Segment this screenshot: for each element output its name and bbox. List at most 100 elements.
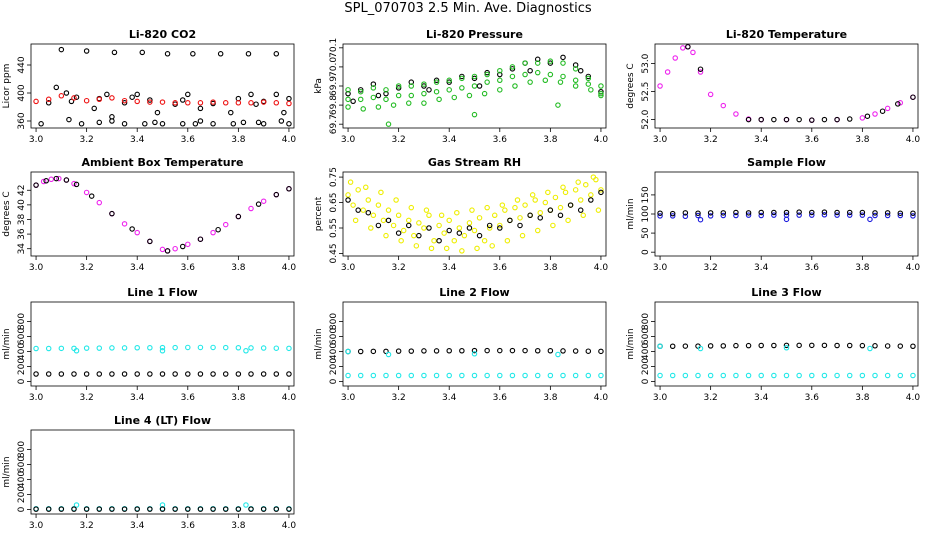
data-point [235, 344, 242, 351]
data-point [562, 189, 569, 196]
data-point [446, 217, 452, 224]
y-tick-label: 0 [17, 378, 27, 384]
data-point [783, 216, 790, 223]
data-point [109, 210, 115, 217]
data-point [514, 197, 521, 203]
x-tick-label: 3.8 [231, 135, 246, 145]
data-point [682, 372, 689, 379]
x-tick-label: 3.2 [79, 521, 93, 531]
x-tick-label: 4.0 [282, 135, 297, 145]
data-point [590, 174, 597, 180]
data-point [745, 210, 752, 216]
series-red [33, 93, 292, 107]
data-point [783, 342, 790, 349]
data-point [58, 506, 65, 512]
data-point [45, 506, 52, 512]
x-tick-label: 3.8 [543, 263, 558, 273]
y-axis-label: ml/min [626, 198, 636, 229]
data-point [222, 506, 229, 512]
y-tick-label: 52.0 [641, 109, 651, 129]
data-point [897, 372, 904, 379]
x-tick-label: 3.6 [181, 521, 196, 531]
data-point [383, 96, 389, 103]
data-point [446, 87, 452, 93]
data-point [471, 372, 478, 379]
data-point [657, 210, 663, 216]
data-point [534, 372, 541, 379]
data-point [459, 248, 465, 254]
data-point [390, 222, 397, 229]
data-point [834, 212, 840, 218]
data-point [197, 100, 204, 106]
y-tick-label: 150 [641, 186, 651, 203]
data-point [147, 97, 153, 103]
data-point [771, 212, 777, 218]
data-point [469, 207, 475, 213]
data-point [471, 73, 478, 80]
panel-title: Ambient Box Temperature [82, 156, 244, 169]
data-point [66, 116, 72, 123]
x-tick-label: 3.8 [543, 135, 558, 145]
y-tick-label: 600 [17, 456, 27, 473]
data-point [580, 212, 586, 219]
x-tick-label: 3.4 [754, 135, 769, 145]
data-point [73, 94, 80, 100]
data-point [572, 83, 579, 89]
x-tick-label: 4.0 [282, 393, 297, 403]
data-point [560, 60, 566, 66]
x-tick-label: 4.0 [282, 263, 297, 273]
data-point [598, 372, 604, 379]
x-tick-label: 4.0 [594, 263, 609, 273]
data-point [383, 87, 389, 93]
data-point [350, 98, 356, 105]
data-point [56, 175, 62, 182]
y-tick-label: 0.45 [329, 243, 339, 263]
data-point [408, 348, 415, 354]
data-point [58, 371, 65, 377]
data-point [821, 372, 828, 379]
x-tick-label: 3.4 [754, 393, 769, 403]
data-point [577, 67, 584, 74]
data-point [534, 227, 541, 234]
data-point [395, 230, 402, 236]
data-point [499, 202, 506, 208]
data-point [461, 232, 468, 239]
data-point [433, 77, 440, 84]
data-point [192, 121, 199, 127]
data-point [588, 87, 594, 93]
data-point [783, 209, 790, 216]
data-point [598, 189, 604, 196]
x-tick-label: 3.2 [703, 393, 717, 403]
data-point [210, 99, 216, 105]
data-point [872, 210, 878, 216]
series-cyan [657, 343, 916, 379]
data-point [210, 229, 216, 236]
data-point [682, 213, 689, 220]
data-point [446, 347, 452, 354]
data-point [758, 372, 764, 379]
data-point [253, 101, 259, 107]
data-point [248, 205, 254, 212]
data-point [370, 212, 377, 219]
data-point [884, 372, 891, 379]
data-point [210, 506, 216, 512]
data-point [471, 227, 478, 234]
y-tick-label: 200 [329, 358, 339, 375]
data-point [147, 99, 153, 105]
x-tick-label: 3.8 [855, 135, 870, 145]
data-point [669, 210, 676, 217]
plot-frame [342, 43, 607, 129]
data-point [129, 226, 135, 232]
data-point [534, 69, 541, 76]
data-point [695, 212, 701, 219]
data-point [557, 212, 564, 219]
data-point [577, 207, 584, 213]
data-point [228, 109, 234, 116]
data-point [159, 99, 166, 105]
data-point [547, 58, 554, 64]
data-point [707, 213, 714, 219]
data-point [575, 179, 581, 185]
data-point [370, 81, 377, 87]
data-point [197, 371, 204, 377]
data-point [83, 506, 90, 512]
